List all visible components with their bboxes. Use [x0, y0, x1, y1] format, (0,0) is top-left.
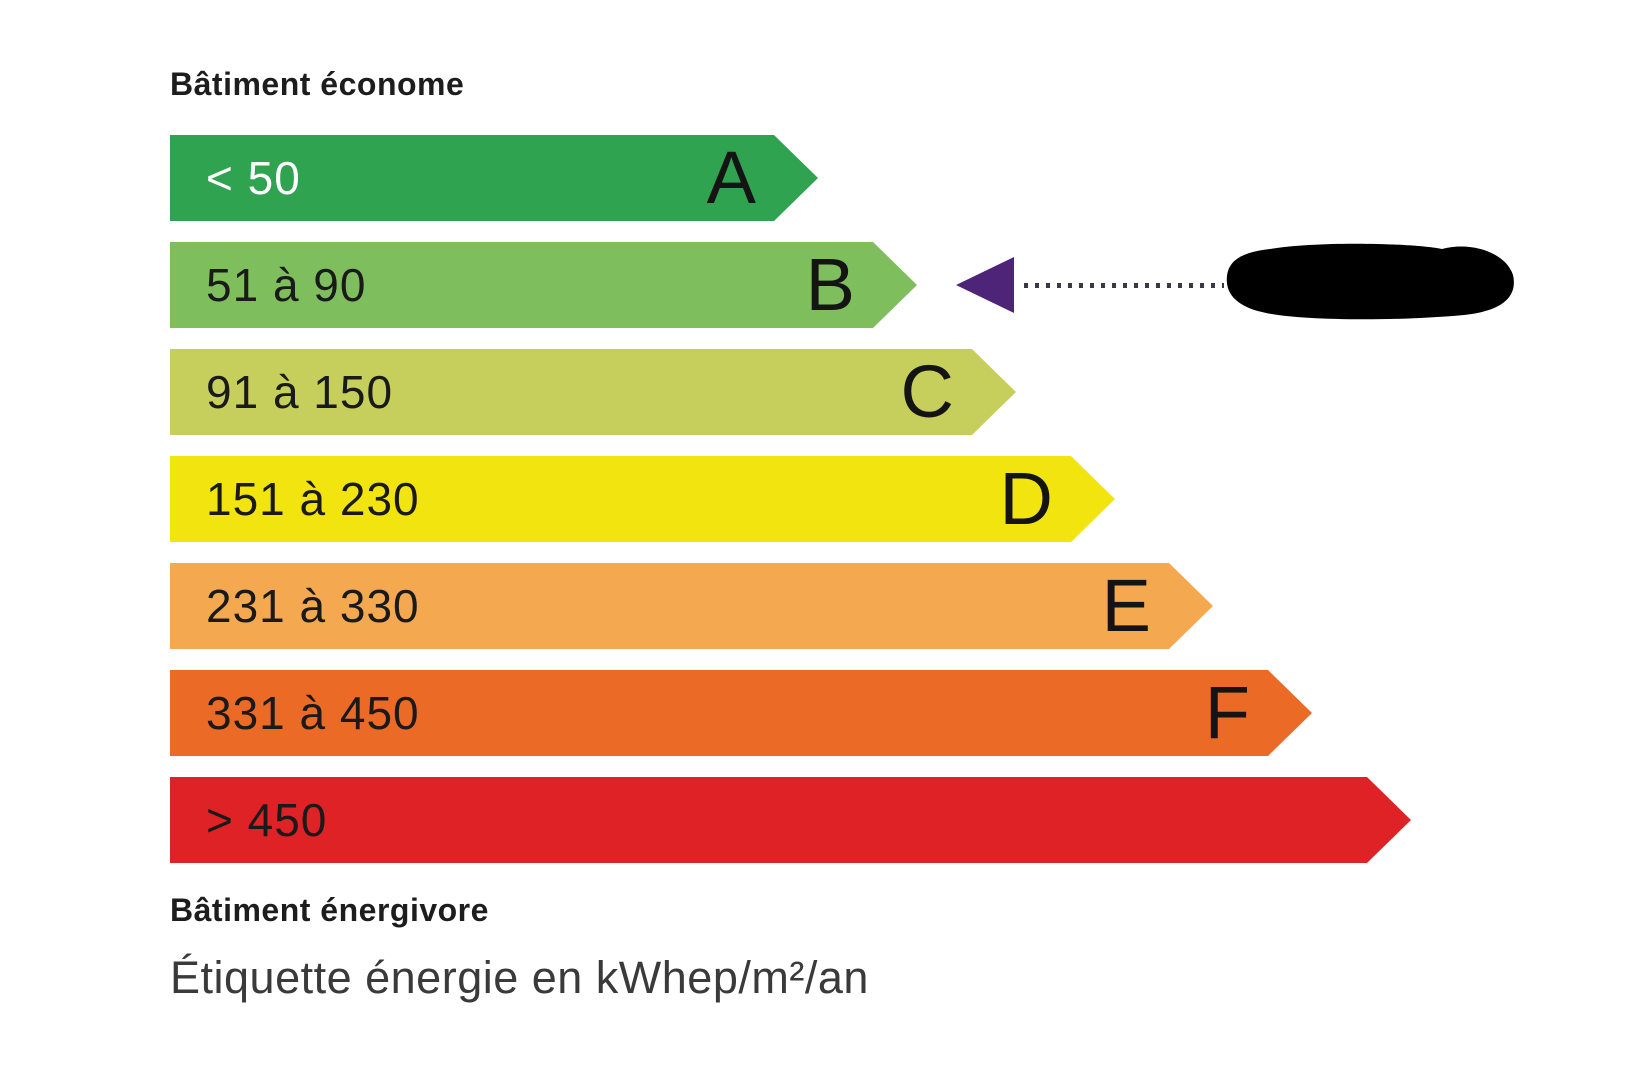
class-e-range-label: 231 à 330 — [206, 580, 420, 632]
dotted-connector-line — [1024, 283, 1224, 288]
energy-class-bar-e: 231 à 330 E — [170, 563, 1213, 649]
class-d-range-label: 151 à 230 — [206, 473, 420, 525]
class-c-letter: C — [900, 350, 954, 433]
redaction-blob — [1226, 243, 1514, 320]
energy-class-bar-g: > 450 — [170, 777, 1411, 863]
class-e-letter: E — [1101, 564, 1151, 647]
energy-class-bar-b: 51 à 90 B — [170, 242, 917, 328]
energy-class-bar-a: < 50 A — [170, 135, 818, 221]
economical-building-label: Bâtiment économe — [170, 66, 465, 102]
class-a-letter: A — [706, 136, 756, 219]
energy-class-bar-f: 331 à 450 F — [170, 670, 1312, 756]
class-b-range-label: 51 à 90 — [206, 259, 367, 311]
energy-intensive-building-label: Bâtiment énergivore — [170, 892, 489, 928]
class-d-letter: D — [999, 457, 1053, 540]
class-a-range-label: < 50 — [206, 152, 301, 204]
class-g-range-label: > 450 — [206, 794, 328, 846]
selection-arrow-left-icon — [956, 257, 1014, 313]
class-c-range-label: 91 à 150 — [206, 366, 394, 418]
class-b-letter: B — [805, 243, 855, 326]
energy-scale-caption: Étiquette énergie en kWhep/m²/an — [170, 952, 869, 1003]
energy-class-bar-c: 91 à 150 C — [170, 349, 1016, 435]
class-f-range-label: 331 à 450 — [206, 687, 420, 739]
energy-class-bar-d: 151 à 230 D — [170, 456, 1115, 542]
class-f-letter: F — [1204, 671, 1250, 754]
